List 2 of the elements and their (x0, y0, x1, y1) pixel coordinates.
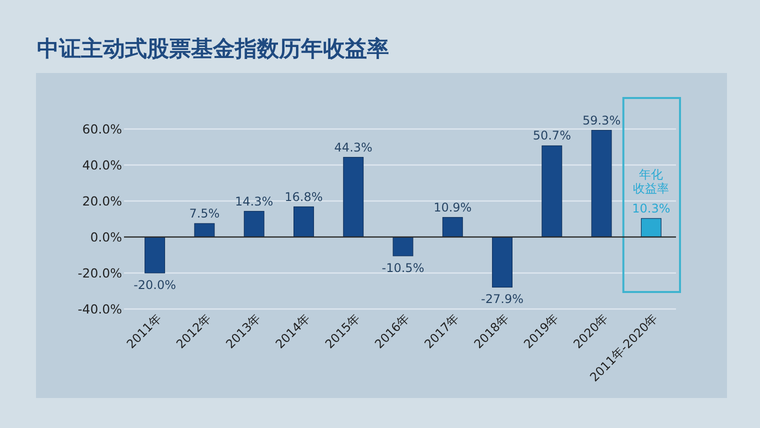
title: 中证主动式股票基金指数历年收益率 (37, 37, 389, 62)
annotation: 年化收益率 (633, 167, 670, 196)
